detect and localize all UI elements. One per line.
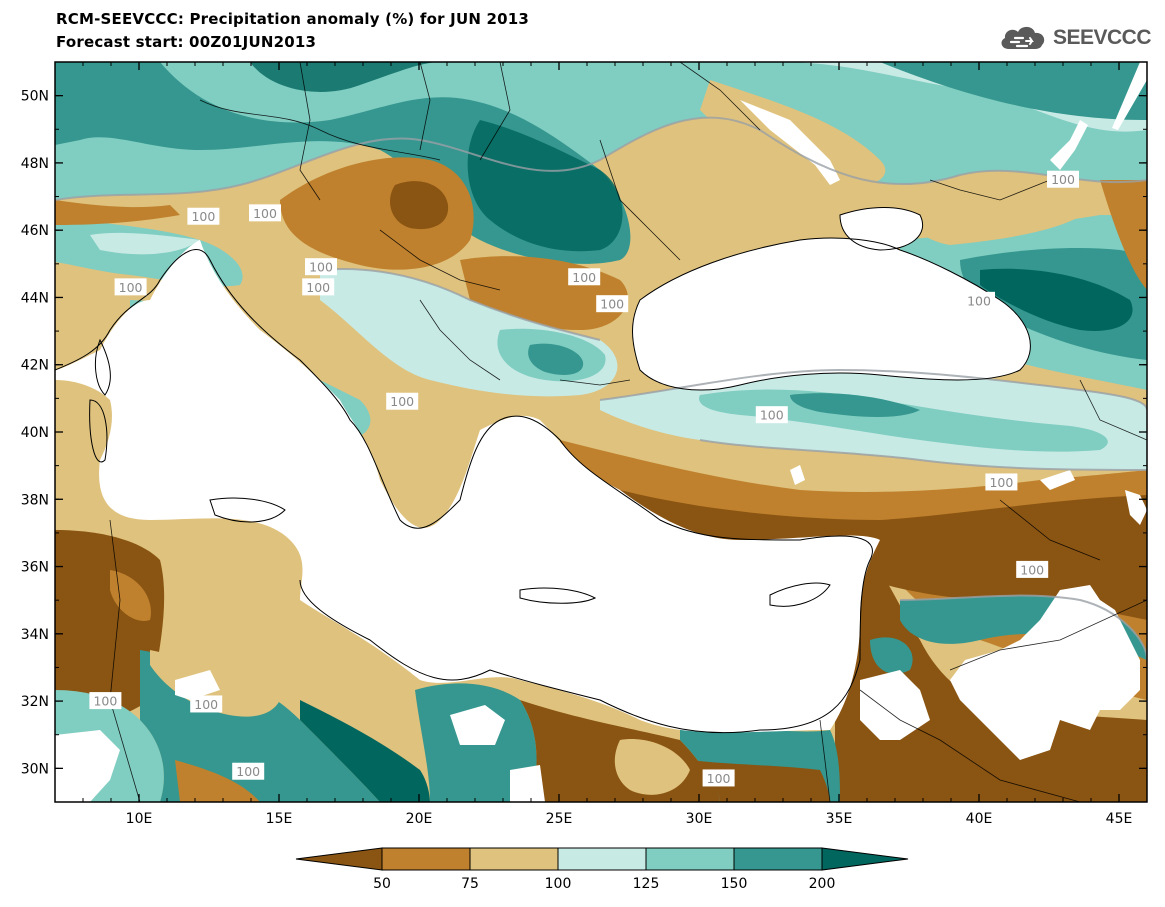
- contour-label-bg: [985, 473, 1018, 491]
- contour-label-bg: [249, 204, 281, 222]
- contour-label-bg: [305, 258, 337, 276]
- colorbar-tick-label: 125: [633, 876, 660, 892]
- contour-label: 100: [1051, 172, 1075, 187]
- coastlines: [55, 207, 1031, 734]
- lon-tick-label: 45E: [1106, 811, 1133, 827]
- contour-label-bg: [755, 406, 788, 424]
- lon-tick-label: 15E: [266, 811, 293, 827]
- contour-label-bg: [114, 278, 147, 296]
- colorbar-tick-label: 100: [545, 876, 572, 892]
- axis-tick-labels: 10E 15E 20E 25E 30E 35E 40E 45E 30N 32N 34N 36N 38N 4…: [21, 89, 1133, 827]
- lon-tick-label: 10E: [126, 811, 153, 827]
- colorbar-tick-label: 75: [461, 876, 479, 892]
- contour-label-bg: [596, 295, 629, 313]
- contour-label: 100: [309, 260, 333, 275]
- contour-label: 100: [989, 475, 1013, 490]
- lat-tick-label: 32N: [21, 694, 49, 710]
- country-borders: [109, 62, 1147, 802]
- colorbar-bin: [645, 847, 735, 871]
- contour-label-bg: [89, 692, 122, 710]
- contour-label: 100: [1020, 562, 1044, 577]
- colorbar-bin: [469, 847, 559, 871]
- lon-tick-label: 25E: [546, 811, 573, 827]
- contour-labels: 100 100 100 100 100 100 100 100 100 100 100 100 100 1…: [89, 170, 1079, 787]
- seevccc-logo: SEEVCCC: [997, 20, 1152, 56]
- contour-label: 100: [93, 694, 117, 709]
- contour-label: 100: [253, 206, 277, 221]
- colorbar: 50 75 100 125 150 200: [295, 847, 909, 892]
- axis-ticks: [54, 61, 1148, 803]
- forecast-start-label: Forecast start: 00Z01JUN2013: [56, 33, 317, 51]
- contour-label: 100: [236, 764, 260, 779]
- contour-label-bg: [963, 291, 995, 309]
- lat-tick-label: 46N: [21, 223, 49, 239]
- contour-label: 100: [967, 293, 991, 308]
- logo-text: SEEVCCC: [1052, 26, 1152, 49]
- colorbar-bin: [557, 847, 647, 871]
- contour-label: 100: [194, 697, 218, 712]
- contour-label-bg: [302, 278, 335, 296]
- contour-label-bg: [1016, 560, 1049, 578]
- colorbar-tick-label: 50: [373, 876, 391, 892]
- contour-label-bg: [1047, 170, 1079, 188]
- lon-tick-label: 20E: [406, 811, 433, 827]
- lat-tick-label: 34N: [21, 627, 49, 643]
- contour-label: 100: [191, 209, 215, 224]
- contour-label-bg: [702, 769, 735, 787]
- lon-tick-label: 30E: [686, 811, 713, 827]
- contour-lines: [55, 116, 1147, 661]
- contour-label: 100: [600, 297, 624, 312]
- contour-label: 100: [390, 394, 414, 409]
- colorbar-bin-high: [821, 847, 909, 871]
- contour-label-bg: [568, 268, 601, 286]
- lat-tick-label: 44N: [21, 290, 49, 306]
- contour-label-bg: [190, 695, 223, 713]
- colorbar-bin: [381, 847, 471, 871]
- contour-label: 100: [119, 280, 143, 295]
- colorbar-tick-label: 200: [809, 876, 836, 892]
- contour-label-bg: [187, 207, 220, 225]
- lat-tick-label: 42N: [21, 358, 49, 374]
- lat-tick-label: 30N: [21, 761, 49, 777]
- lat-tick-label: 48N: [21, 156, 49, 172]
- colorbar-bin-low: [295, 847, 383, 871]
- lon-tick-label: 40E: [966, 811, 993, 827]
- map-title: RCM-SEEVCCC: Precipitation anomaly (%) f…: [56, 10, 530, 28]
- precipitation-anomaly-field: [55, 62, 1147, 802]
- lat-tick-label: 38N: [21, 492, 49, 508]
- lon-tick-label: 35E: [826, 811, 853, 827]
- lat-tick-label: 50N: [21, 89, 49, 105]
- contour-label: 100: [572, 270, 596, 285]
- colorbar-bin: [733, 847, 823, 871]
- colorbar-tick-label: 150: [721, 876, 748, 892]
- contour-label: 100: [707, 771, 731, 786]
- mediterranean-sea: [55, 240, 880, 733]
- contour-label: 100: [760, 408, 784, 423]
- lat-tick-label: 40N: [21, 425, 49, 441]
- contour-label-bg: [386, 392, 419, 410]
- contour-label: 100: [306, 280, 330, 295]
- black-sea: [632, 238, 1031, 390]
- cloud-logo-icon: [1001, 26, 1045, 49]
- contour-label-bg: [232, 762, 265, 780]
- lat-tick-label: 36N: [21, 560, 49, 576]
